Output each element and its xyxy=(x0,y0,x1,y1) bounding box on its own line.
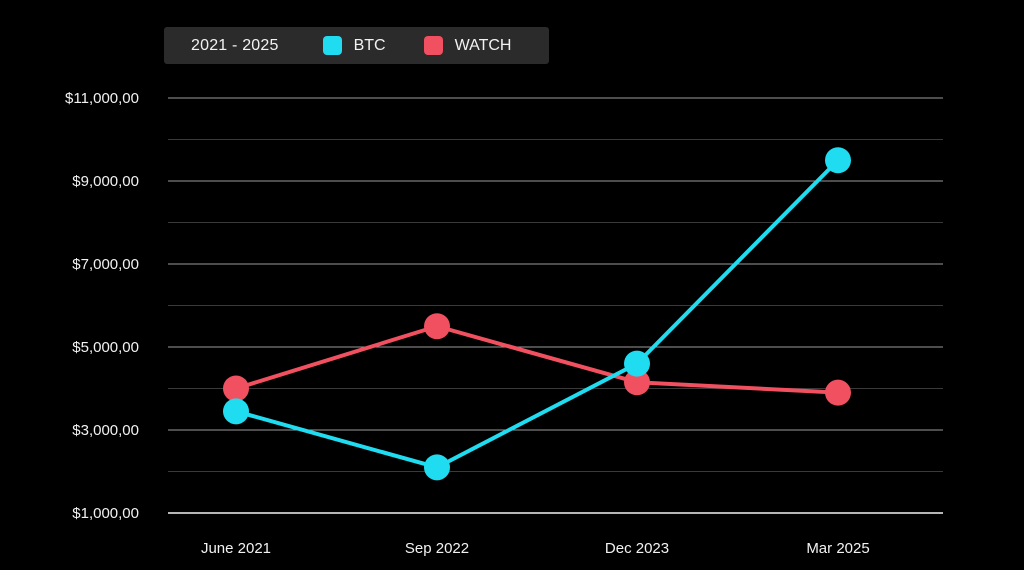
x-tick-label: Mar 2025 xyxy=(806,540,869,557)
x-tick-label: Dec 2023 xyxy=(605,540,669,557)
legend-swatch-btc xyxy=(322,36,342,55)
legend-item-watch: WATCH xyxy=(423,36,512,55)
series-line-watch xyxy=(235,324,839,395)
data-point-btc xyxy=(624,350,650,377)
x-tick-label: June 2021 xyxy=(201,540,271,557)
y-tick-label: $3,000,00 xyxy=(72,422,139,439)
data-point-btc xyxy=(223,398,249,425)
series-line-btc xyxy=(235,158,840,470)
legend-item-btc: BTC xyxy=(322,36,386,55)
legend-date-range: 2021 - 2025 xyxy=(191,36,279,54)
y-tick-label: $5,000,00 xyxy=(72,339,139,356)
y-tick-label: $9,000,00 xyxy=(72,173,139,190)
y-tick-label: $11,000,00 xyxy=(65,90,139,107)
x-tick-label: Sep 2022 xyxy=(405,540,469,557)
data-point-watch xyxy=(825,379,851,406)
legend-label-btc: BTC xyxy=(353,36,386,54)
y-tick-label: $1,000,00 xyxy=(72,505,139,522)
data-point-watch xyxy=(223,375,249,402)
series-lines xyxy=(235,158,840,470)
data-point-watch xyxy=(424,313,450,340)
chart-legend: 2021 - 2025 BTC WATCH xyxy=(164,27,549,64)
x-axis-tick-labels: June 2021 Sep 2022 Dec 2023 Mar 2025 xyxy=(201,540,870,557)
data-point-btc xyxy=(825,147,851,174)
y-tick-label: $7,000,00 xyxy=(72,256,139,273)
data-point-btc xyxy=(424,454,450,481)
data-point-watch xyxy=(624,369,650,396)
legend-swatch-watch xyxy=(423,36,443,55)
legend-label-watch: WATCH xyxy=(454,36,512,54)
data-points xyxy=(223,147,851,481)
y-axis-tick-labels: $1,000,00 $3,000,00 $5,000,00 $7,000,00 $9,0… xyxy=(65,90,139,522)
